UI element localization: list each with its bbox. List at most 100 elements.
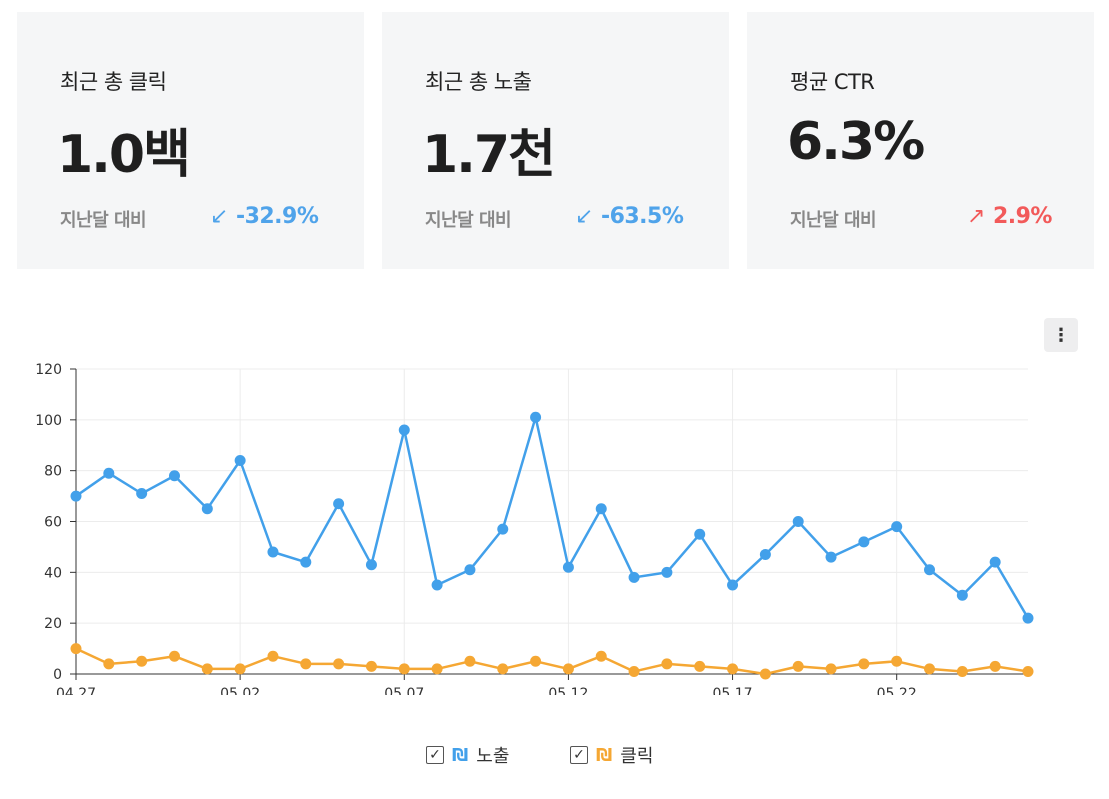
data-point <box>300 556 312 568</box>
card-delta: ↙ -32.9% <box>210 204 319 229</box>
data-point <box>858 658 870 670</box>
data-point <box>168 470 180 482</box>
card-value: 1.7천 <box>422 125 556 185</box>
data-point <box>891 521 903 533</box>
card-compare-label: 지난달 대비 <box>60 210 147 231</box>
data-point <box>956 665 968 677</box>
legend-item-impressions[interactable]: ✓ ₪ 노출 <box>426 742 509 768</box>
more-vertical-icon: ⋮ <box>1052 324 1070 346</box>
series-line-impressions <box>75 416 1030 619</box>
data-point <box>333 658 345 670</box>
arrow-down-left-icon: ↙ <box>575 204 593 229</box>
kpi-card-impressions: 최근 총 노출 1.7천 지난달 대비 ↙ -63.5% <box>382 12 729 269</box>
y-tick-label: 100 <box>35 413 62 429</box>
card-compare-label: 지난달 대비 <box>425 210 512 231</box>
data-point <box>628 571 640 583</box>
data-point <box>759 668 771 680</box>
card-delta: ↗ 2.9% <box>967 204 1052 229</box>
card-value: 6.3% <box>787 112 925 172</box>
y-tick-label: 120 <box>35 362 62 378</box>
card-delta-value: -32.9% <box>235 204 319 229</box>
data-point <box>70 643 82 655</box>
data-point <box>70 490 82 502</box>
series-line-clicks <box>75 647 1029 676</box>
data-point <box>398 663 410 675</box>
arrow-down-left-icon: ↙ <box>210 204 228 229</box>
x-tick-label: 05.17 <box>713 686 753 695</box>
data-point <box>661 566 673 578</box>
data-point <box>792 660 804 672</box>
data-point <box>989 556 1001 568</box>
data-point <box>825 551 837 563</box>
data-point <box>136 488 148 500</box>
series-line-icon: ₪ <box>452 744 469 766</box>
data-point <box>398 424 410 436</box>
data-point <box>562 561 574 573</box>
legend-item-clicks[interactable]: ✓ ₪ 클릭 <box>570 742 653 768</box>
arrow-up-right-icon: ↗ <box>967 204 985 229</box>
data-point <box>891 655 903 667</box>
card-title: 최근 총 클릭 <box>60 70 167 94</box>
data-point <box>1022 665 1034 677</box>
x-tick-label: 05.07 <box>384 686 424 695</box>
kpi-card-ctr: 평균 CTR 6.3% 지난달 대비 ↗ 2.9% <box>747 12 1094 269</box>
data-point <box>136 655 148 667</box>
data-point <box>595 650 607 662</box>
data-point <box>825 663 837 675</box>
data-point <box>168 650 180 662</box>
data-point <box>595 503 607 515</box>
y-tick-label: 60 <box>44 515 62 531</box>
data-point <box>497 663 509 675</box>
line-chart: 0 20 40 60 80 100 120 04.27 05.02 05.07 05.12 05.17… <box>35 362 1034 695</box>
card-compare-label: 지난달 대비 <box>790 210 877 231</box>
x-tick-label: 05.12 <box>548 686 588 695</box>
data-point <box>431 663 443 675</box>
card-title: 최근 총 노출 <box>425 70 532 94</box>
data-point <box>103 658 115 670</box>
card-delta: ↙ -63.5% <box>575 204 684 229</box>
data-point <box>792 516 804 527</box>
data-point <box>201 503 213 515</box>
data-point <box>530 411 542 423</box>
data-point <box>727 579 739 591</box>
data-point <box>234 663 246 675</box>
legend-label: 클릭 <box>620 746 654 767</box>
data-point <box>267 650 279 662</box>
y-tick-label: 80 <box>44 464 62 480</box>
data-point <box>759 549 771 561</box>
data-point <box>300 658 312 670</box>
data-point <box>694 528 706 540</box>
data-point <box>1022 612 1034 624</box>
data-point <box>694 660 706 672</box>
data-point <box>924 564 936 576</box>
data-point <box>989 660 1001 672</box>
x-tick-label: 05.02 <box>220 686 260 695</box>
legend-checkbox-impressions[interactable]: ✓ <box>426 746 444 764</box>
data-point <box>464 655 476 667</box>
data-point <box>727 663 739 675</box>
chart-menu-button[interactable]: ⋮ <box>1044 318 1078 352</box>
card-title: 평균 CTR <box>790 70 875 94</box>
y-tick-label: 0 <box>53 667 62 683</box>
data-point <box>267 546 279 558</box>
data-point <box>103 467 115 479</box>
data-point <box>234 455 246 466</box>
data-point <box>661 658 673 670</box>
data-point <box>431 579 443 591</box>
data-point <box>562 663 574 675</box>
legend-label: 노출 <box>476 746 510 767</box>
x-tick-label: 04.27 <box>56 686 96 695</box>
legend-checkbox-clicks[interactable]: ✓ <box>570 746 588 764</box>
card-value: 1.0백 <box>57 125 191 185</box>
data-point <box>497 523 509 535</box>
y-tick-label: 40 <box>44 565 62 581</box>
card-delta-value: -63.5% <box>600 204 684 229</box>
data-point <box>956 589 968 601</box>
kpi-card-clicks: 최근 총 클릭 1.0백 지난달 대비 ↙ -32.9% <box>17 12 364 269</box>
data-point <box>333 498 345 510</box>
x-tick-label: 05.22 <box>877 686 917 695</box>
data-point <box>628 665 640 677</box>
data-point <box>858 536 870 548</box>
data-point <box>201 663 213 675</box>
data-point <box>464 564 476 576</box>
